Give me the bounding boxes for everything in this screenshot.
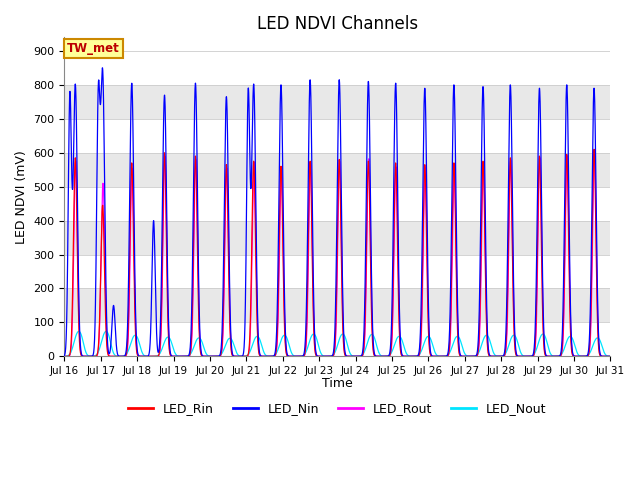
Text: TW_met: TW_met: [67, 42, 120, 55]
Bar: [65, 221, 611, 254]
Y-axis label: LED NDVI (mV): LED NDVI (mV): [15, 150, 28, 244]
Legend: LED_Rin, LED_Nin, LED_Rout, LED_Nout: LED_Rin, LED_Nin, LED_Rout, LED_Nout: [123, 397, 552, 420]
Bar: [65, 153, 611, 187]
Title: LED NDVI Channels: LED NDVI Channels: [257, 15, 418, 33]
Bar: [65, 85, 611, 119]
Bar: [65, 288, 611, 323]
X-axis label: Time: Time: [322, 377, 353, 390]
